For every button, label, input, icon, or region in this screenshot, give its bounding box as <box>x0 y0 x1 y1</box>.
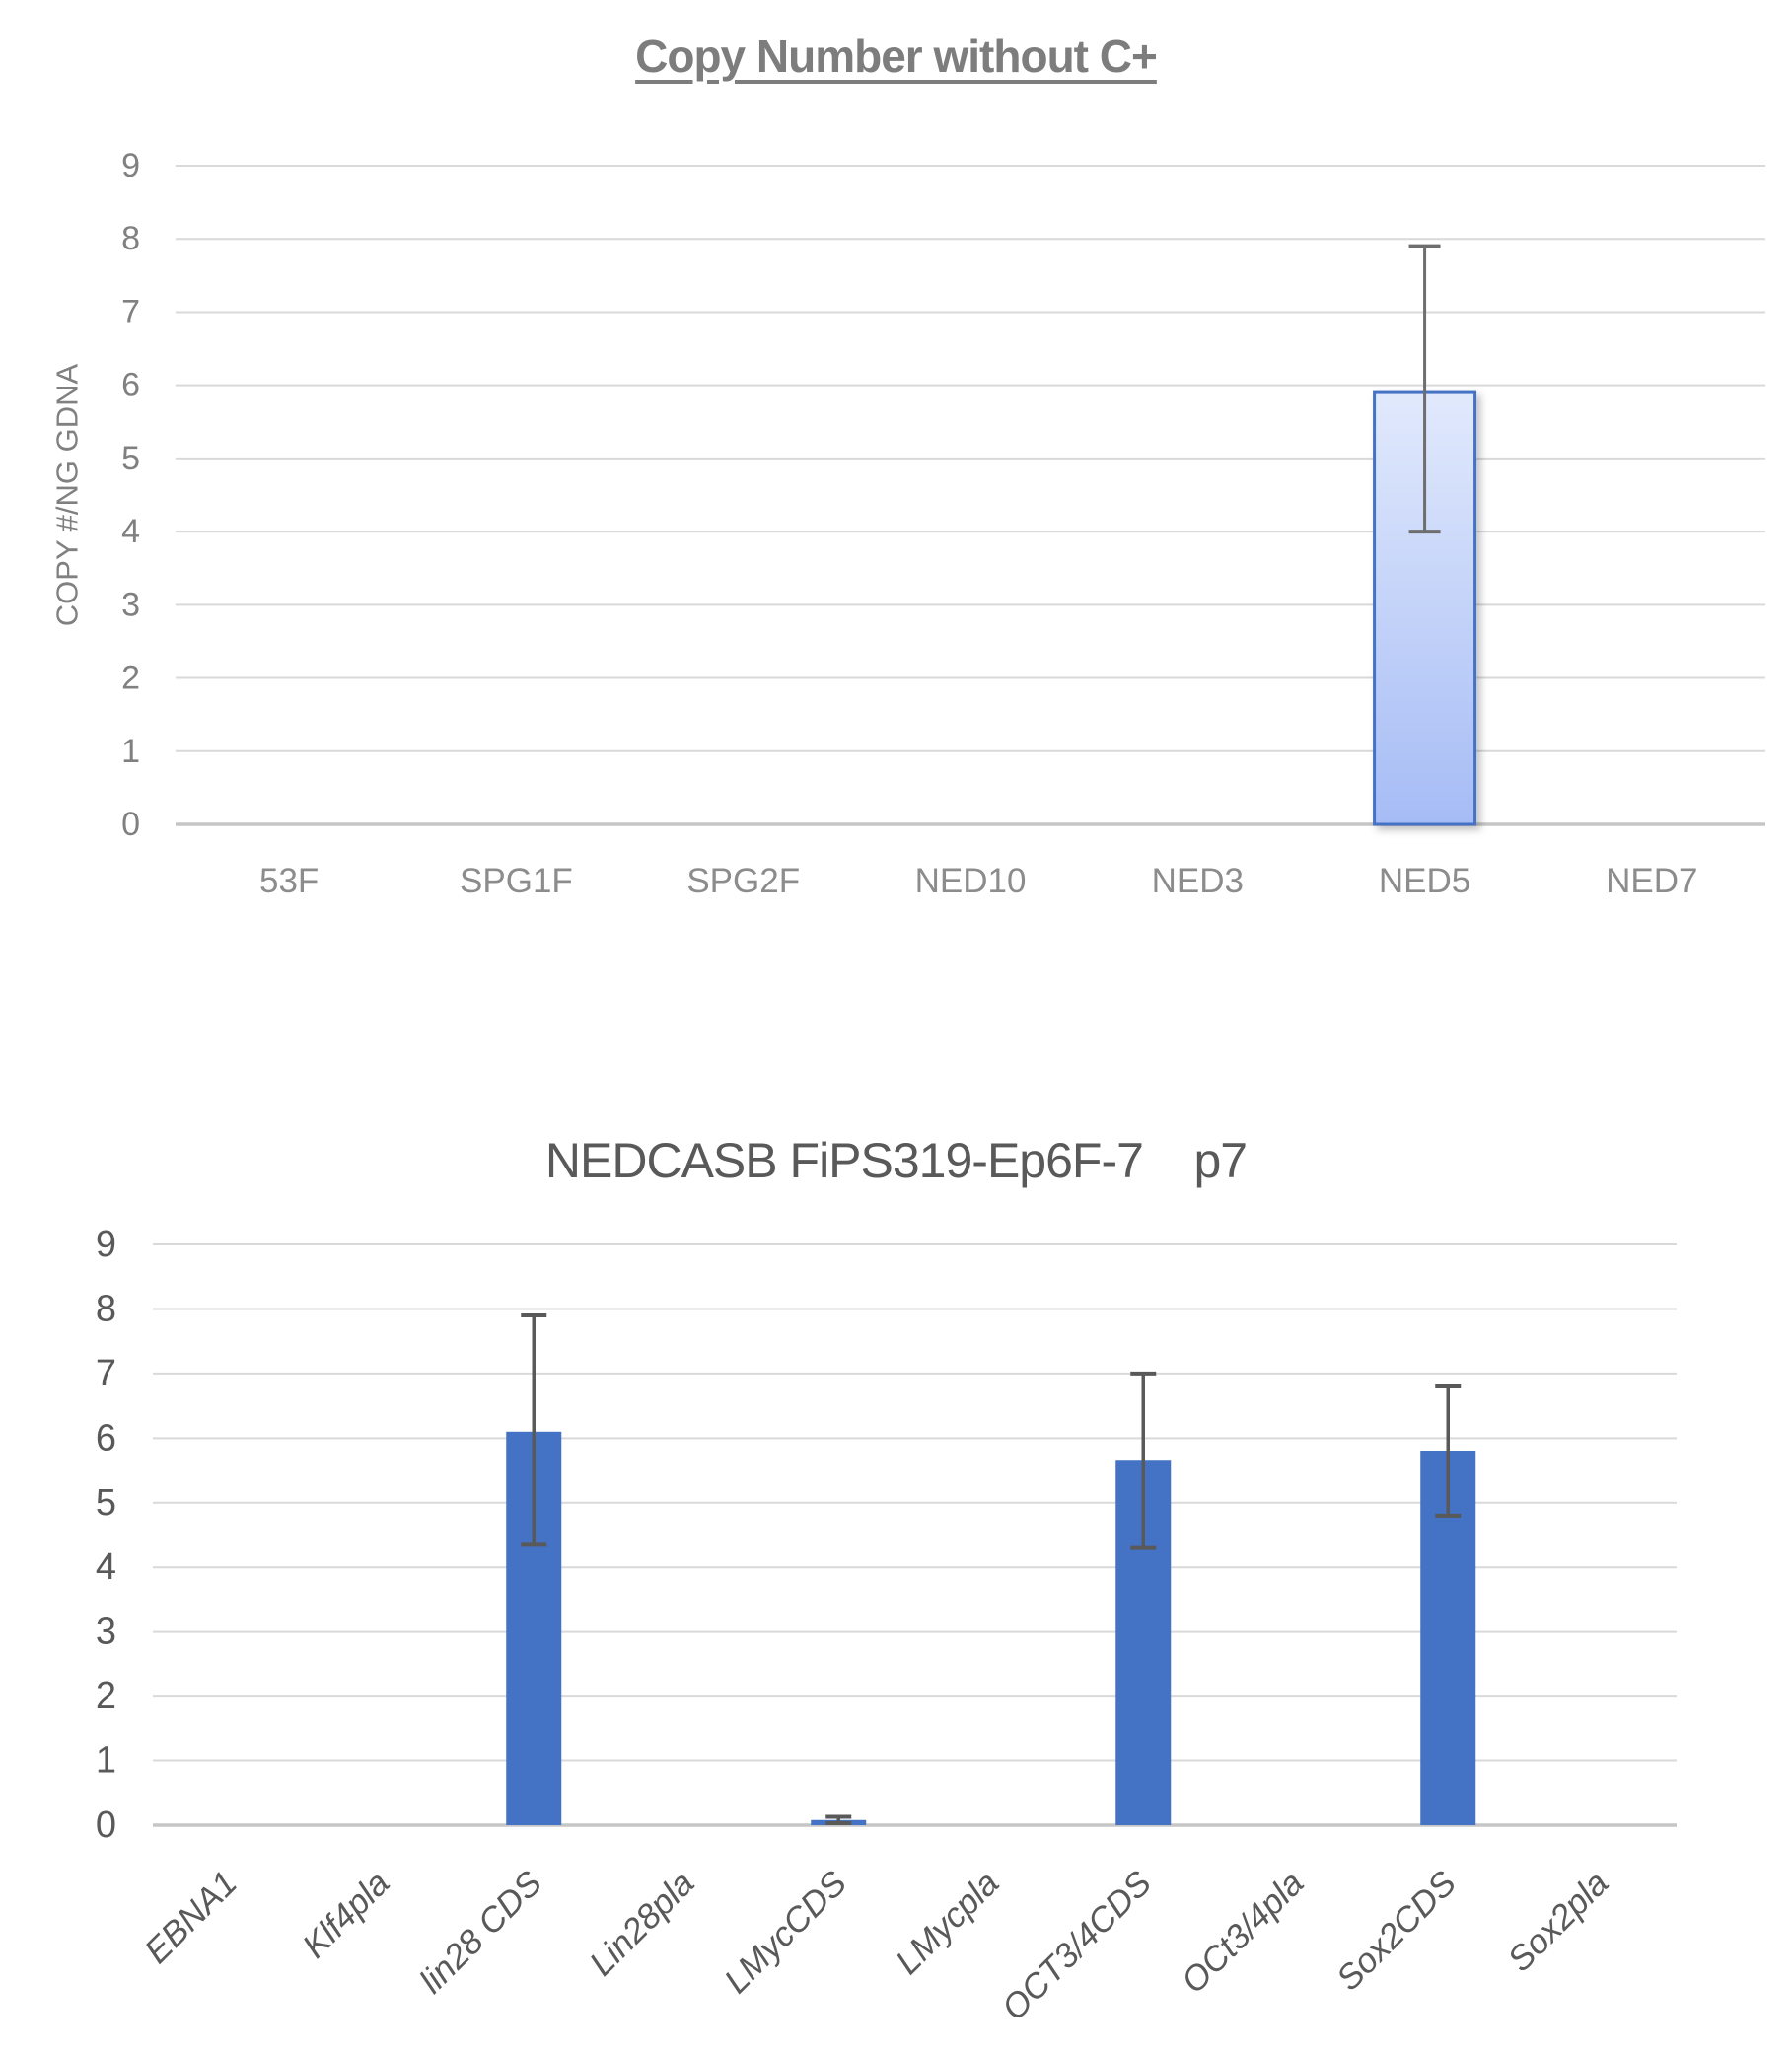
y-axis-title: COPY #/NG GDNA <box>50 363 85 626</box>
chart2-title: NEDCASB FiPS319-Ep6F-7 p7 <box>544 1133 1248 1188</box>
y-tick-label: 7 <box>121 293 140 330</box>
x-category-label: SPG2F <box>686 862 800 900</box>
x-category-label: LMycpla <box>889 1864 1007 1982</box>
y-tick-label: 0 <box>96 1804 116 1846</box>
y-tick-label: 8 <box>121 220 140 257</box>
x-category-label: Klf4pla <box>295 1864 396 1965</box>
x-category-label: NED3 <box>1152 862 1244 900</box>
x-category-label: 53F <box>259 862 319 900</box>
y-tick-label: 5 <box>96 1482 116 1523</box>
x-category-label: lin28 CDS <box>412 1864 549 2001</box>
chart1-title: Copy Number without C+ <box>635 31 1158 82</box>
y-tick-label: 1 <box>121 733 140 770</box>
x-category-label: LMycCDS <box>717 1864 854 2001</box>
x-category-label: NED7 <box>1606 862 1697 900</box>
x-category-label: OCT3/4CDS <box>994 1864 1158 2027</box>
x-category-label: SPG1F <box>460 862 573 900</box>
y-tick-label: 4 <box>121 513 140 550</box>
y-tick-label: 3 <box>121 586 140 623</box>
x-category-label: NED5 <box>1379 862 1470 900</box>
y-tick-label: 1 <box>96 1740 116 1782</box>
chart-copy-number: 0 1 2 3 4 5 6 7 8 9 COPY #/NG GDNA 53F SPG1F SPG2F NED… <box>50 147 1765 900</box>
x-category-label: OCt3/4pla <box>1174 1864 1311 2001</box>
y-tick-label: 2 <box>121 660 140 697</box>
y-tick-label: 9 <box>121 147 140 184</box>
x-category-label: NED10 <box>915 862 1027 900</box>
x-category-label: Lin28pla <box>582 1864 701 1983</box>
y-tick-label: 6 <box>121 367 140 404</box>
x-category-label: Sox2CDS <box>1329 1864 1464 1998</box>
y-tick-label: 9 <box>96 1224 116 1265</box>
y-tick-label: 3 <box>96 1611 116 1653</box>
x-category-label: EBNA1 <box>137 1864 245 1971</box>
x-category-label: Sox2pla <box>1500 1864 1615 1979</box>
y-tick-label: 5 <box>121 440 140 477</box>
y-tick-label: 0 <box>121 806 140 843</box>
y-tick-label: 8 <box>96 1288 116 1329</box>
y-tick-label: 6 <box>96 1417 116 1458</box>
y-tick-label: 2 <box>96 1675 116 1717</box>
y-tick-label: 4 <box>96 1546 116 1588</box>
y-tick-label: 7 <box>96 1353 116 1394</box>
